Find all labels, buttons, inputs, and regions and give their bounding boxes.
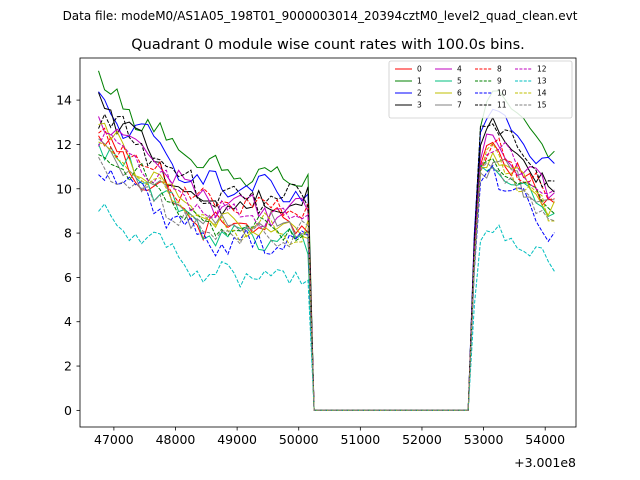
series-line-6 — [98, 122, 555, 411]
legend-label-9: 9 — [497, 77, 502, 86]
legend-label-8: 8 — [497, 65, 502, 74]
legend-box — [388, 60, 573, 119]
series-line-14 — [98, 141, 555, 411]
axes-frame — [79, 57, 577, 428]
series-line-10 — [98, 164, 555, 411]
y-tick-label: 8 — [64, 226, 72, 241]
y-tick-label: 10 — [56, 181, 72, 196]
x-offset-label: +3.001e8 — [514, 455, 576, 470]
x-tick-label: 49000 — [217, 432, 257, 447]
legend-label-3: 3 — [417, 101, 422, 110]
legend-label-2: 2 — [417, 89, 422, 98]
y-tick-label: 6 — [64, 270, 72, 285]
chart-title: Quadrant 0 module wise count rates with … — [131, 37, 525, 53]
x-tick-label: 48000 — [156, 432, 196, 447]
legend-label-13: 13 — [537, 77, 547, 86]
legend-label-11: 11 — [497, 101, 507, 110]
series-line-12 — [98, 132, 555, 411]
legend-label-10: 10 — [497, 89, 507, 98]
legend-label-1: 1 — [417, 77, 422, 86]
x-tick-label: 51000 — [340, 432, 380, 447]
y-tick-label: 12 — [56, 137, 72, 152]
x-tick-label: 54000 — [525, 432, 565, 447]
series-line-13 — [98, 202, 555, 411]
series-line-8 — [98, 127, 555, 411]
x-tick-label: 53000 — [464, 432, 504, 447]
legend-label-6: 6 — [457, 89, 462, 98]
legend-label-0: 0 — [417, 65, 422, 74]
series-line-15 — [98, 156, 555, 411]
y-tick-label: 4 — [64, 314, 72, 329]
plot-area — [98, 70, 555, 411]
x-tick-label: 47000 — [94, 432, 134, 447]
y-tick-label: 14 — [56, 93, 72, 108]
axes: 47000 48000 49000 50000 51000 52000 53000 54000… — [56, 57, 577, 447]
y-tick-label: 2 — [64, 359, 72, 374]
y-tick-label: 0 — [64, 403, 72, 418]
legend-label-14: 14 — [537, 89, 547, 98]
legend-label-4: 4 — [457, 65, 462, 74]
x-tick-label: 52000 — [402, 432, 442, 447]
series-line-11 — [98, 113, 555, 411]
legend-label-12: 12 — [537, 65, 547, 74]
legend-label-5: 5 — [457, 77, 462, 86]
x-tick-label: 50000 — [279, 432, 319, 447]
legend-label-7: 7 — [457, 101, 462, 110]
suptitle: Data file: modeM0/AS1A05_198T01_90000030… — [63, 9, 578, 23]
legend-label-15: 15 — [537, 101, 547, 110]
